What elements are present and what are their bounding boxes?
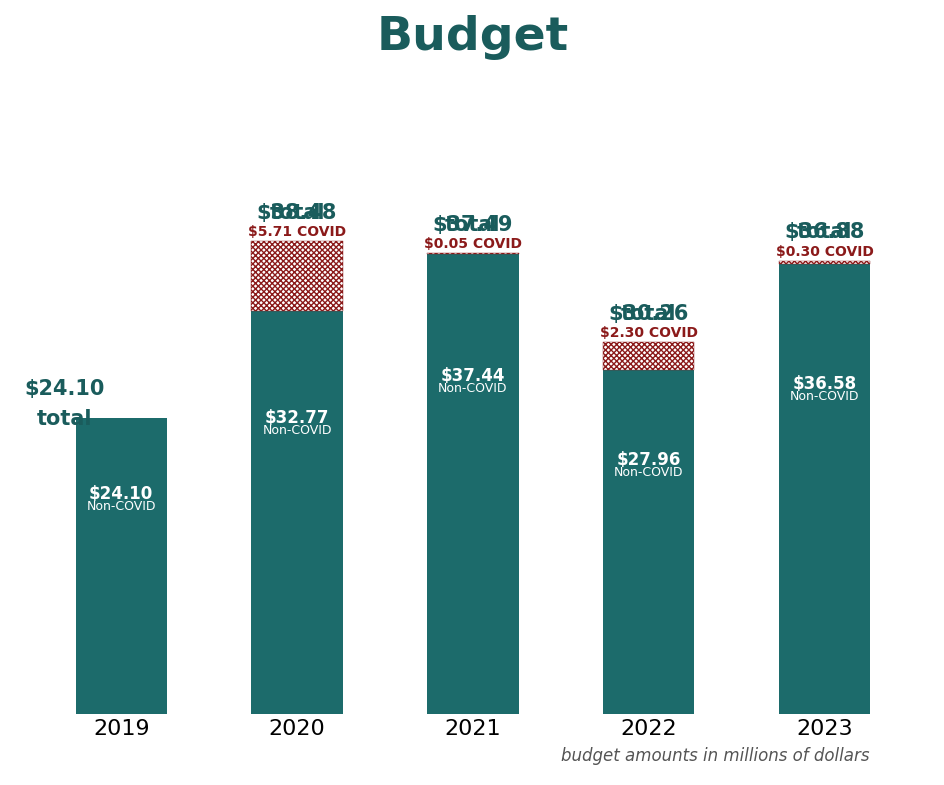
Text: Non-COVID: Non-COVID [438,382,507,396]
Text: $24.10: $24.10 [25,379,105,400]
Text: $24.10: $24.10 [89,485,153,503]
Text: Non-COVID: Non-COVID [614,466,683,479]
Text: $36.58: $36.58 [792,375,855,393]
Text: total: total [445,192,500,235]
Text: $5.71 COVID: $5.71 COVID [247,225,346,239]
Title: Budget: Budget [377,15,568,60]
Text: budget amounts in millions of dollars: budget amounts in millions of dollars [561,747,868,765]
Bar [778,261,869,265]
Bar [251,311,343,714]
Text: Non-COVID: Non-COVID [262,424,331,436]
Text: $37.49: $37.49 [432,215,513,235]
Text: $30.26: $30.26 [608,304,688,323]
Bar [778,265,869,714]
Bar [427,254,518,714]
Text: Non-COVID: Non-COVID [789,390,858,403]
Text: $2.30 COVID: $2.30 COVID [599,327,697,340]
Text: $0.05 COVID: $0.05 COVID [424,237,521,251]
Text: $27.96: $27.96 [615,451,681,469]
Text: $0.30 COVID: $0.30 COVID [775,245,872,259]
Text: $36.88: $36.88 [784,222,864,243]
Text: total: total [37,409,93,429]
Text: total: total [269,180,325,223]
Text: total: total [620,280,676,323]
Bar [76,418,167,714]
Text: $37.44: $37.44 [440,367,505,385]
Bar [251,241,343,311]
Bar [602,371,694,714]
Text: Non-COVID: Non-COVID [87,500,156,513]
Text: $32.77: $32.77 [264,409,329,427]
Text: $38.48: $38.48 [257,203,337,223]
Bar [602,342,694,371]
Text: total: total [796,199,851,243]
